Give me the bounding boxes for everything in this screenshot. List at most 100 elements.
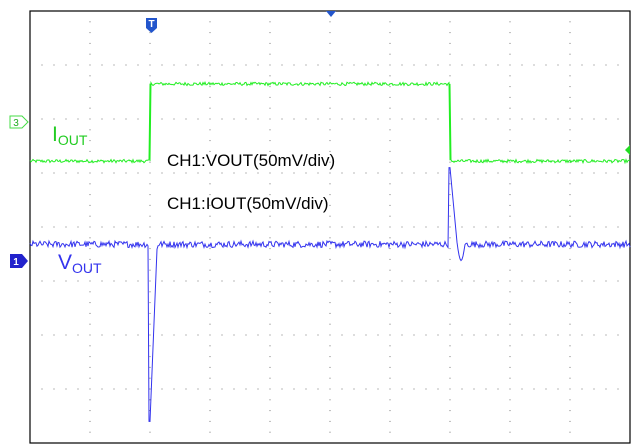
grid-dot xyxy=(149,248,151,250)
trigger-position-marker[interactable]: T xyxy=(146,18,157,33)
grid-dot xyxy=(209,118,211,120)
grid-dot xyxy=(509,302,511,304)
grid-dot xyxy=(389,410,391,412)
grid-dot xyxy=(269,248,271,250)
grid-dot xyxy=(353,280,355,282)
grid-dot xyxy=(329,323,331,325)
grid-dot xyxy=(89,42,91,44)
grid-dot xyxy=(89,75,91,77)
grid-dot xyxy=(269,183,271,185)
grid-dot xyxy=(389,183,391,185)
grid-dot xyxy=(209,302,211,304)
grid-dot xyxy=(593,388,595,390)
grid-dot xyxy=(305,226,307,228)
grid-dot xyxy=(89,280,91,282)
grid-dot xyxy=(569,248,571,250)
grid-dot xyxy=(389,172,391,174)
grid-dot xyxy=(569,291,571,293)
grid-dot xyxy=(221,64,223,66)
grid-dot xyxy=(161,118,163,120)
grid-dot xyxy=(485,280,487,282)
grid-dot xyxy=(497,226,499,228)
grid-dot xyxy=(269,21,271,23)
grid-dot xyxy=(569,140,571,142)
grid-dot xyxy=(329,21,331,23)
grid-dot xyxy=(329,334,331,336)
grid-dot xyxy=(185,172,187,174)
grid-dot xyxy=(581,226,583,228)
horizontal-position-marker-icon[interactable] xyxy=(326,11,336,17)
grid-dot xyxy=(401,280,403,282)
grid-dot xyxy=(149,226,151,228)
grid-dot xyxy=(473,334,475,336)
grid-dot xyxy=(389,161,391,163)
grid-dot xyxy=(101,64,103,66)
grid-dot xyxy=(509,107,511,109)
grid-dot xyxy=(65,172,67,174)
channel-3-ground-marker[interactable]: 3 xyxy=(9,115,29,129)
grid-dot xyxy=(65,64,67,66)
grid-dot xyxy=(545,334,547,336)
grid-dot xyxy=(149,302,151,304)
grid-dot xyxy=(149,42,151,44)
grid-dot xyxy=(89,258,91,260)
channel-3-marker-icon xyxy=(9,115,29,129)
grid-dot xyxy=(173,64,175,66)
grid-dot xyxy=(353,334,355,336)
grid-dot xyxy=(545,280,547,282)
grid-dot xyxy=(269,420,271,422)
grid-dot xyxy=(425,226,427,228)
grid-dot xyxy=(269,388,271,390)
grid-dot xyxy=(365,226,367,228)
grid-dot xyxy=(497,280,499,282)
grid-dot xyxy=(89,183,91,185)
grid-dot xyxy=(269,399,271,401)
grid-dot xyxy=(329,194,331,196)
grid-dot xyxy=(209,64,211,66)
grid-dot xyxy=(389,356,391,358)
grid-dot xyxy=(281,172,283,174)
grid-dot xyxy=(449,269,451,271)
grid-dot xyxy=(149,194,151,196)
grid-dot xyxy=(89,302,91,304)
grid-dot xyxy=(389,388,391,390)
grid-dot xyxy=(269,312,271,314)
grid-dot xyxy=(509,258,511,260)
grid-dot xyxy=(269,356,271,358)
grid-dot xyxy=(509,64,511,66)
grid-dot xyxy=(269,237,271,239)
grid-dot xyxy=(557,64,559,66)
grid-dot xyxy=(329,161,331,163)
grid-dot xyxy=(341,172,343,174)
grid-dot xyxy=(557,118,559,120)
grid-dot xyxy=(569,32,571,34)
grid-dot xyxy=(329,107,331,109)
grid-dot xyxy=(485,388,487,390)
grid-dot xyxy=(149,377,151,379)
grid-dot xyxy=(497,172,499,174)
grid-dot xyxy=(89,129,91,131)
grid-dot xyxy=(149,312,151,314)
grid-dot xyxy=(533,280,535,282)
grid-dot xyxy=(329,388,331,390)
grid-dot xyxy=(401,172,403,174)
grid-dot xyxy=(305,64,307,66)
grid-dot xyxy=(149,172,151,174)
grid-dot xyxy=(581,172,583,174)
grid-dot xyxy=(389,204,391,206)
grid-dot xyxy=(149,399,151,401)
grid-dot xyxy=(269,323,271,325)
grid-dot xyxy=(89,248,91,250)
grid-dot xyxy=(185,118,187,120)
grid-dot xyxy=(341,334,343,336)
grid-dot xyxy=(281,334,283,336)
grid-dot xyxy=(161,172,163,174)
grid-dot xyxy=(329,140,331,142)
grid-dot xyxy=(149,237,151,239)
grid-dot xyxy=(137,118,139,120)
grid-dot xyxy=(173,280,175,282)
grid-dot xyxy=(377,226,379,228)
grid-dot xyxy=(53,118,55,120)
grid-dot xyxy=(269,86,271,88)
channel-1-ground-marker[interactable]: 1 xyxy=(10,254,28,268)
